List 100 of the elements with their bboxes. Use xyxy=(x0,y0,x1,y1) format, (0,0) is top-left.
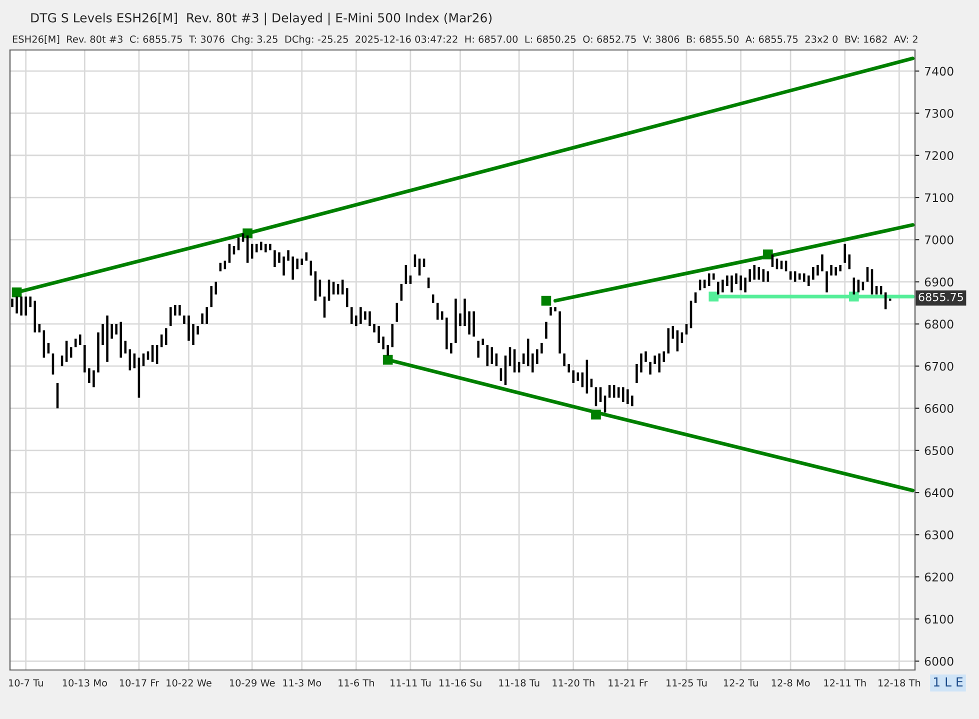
bar xyxy=(20,296,22,316)
bar xyxy=(287,250,290,261)
bar xyxy=(368,311,371,326)
bar xyxy=(192,324,194,346)
bar xyxy=(450,342,452,354)
bar xyxy=(264,244,267,252)
bar xyxy=(178,304,181,316)
bar xyxy=(459,313,462,326)
y-tick-label: 6200 xyxy=(924,572,954,582)
bar xyxy=(726,275,728,286)
bar xyxy=(649,362,652,375)
bar xyxy=(500,368,502,381)
bar xyxy=(662,351,665,362)
bar xyxy=(631,396,634,406)
x-tick-label: 11-3 Mo xyxy=(283,679,322,687)
x-tick-label: 11-18 Tu xyxy=(499,679,540,687)
bar xyxy=(803,273,806,282)
bar xyxy=(206,307,208,324)
bar xyxy=(640,353,642,372)
x-tick-label: 11-11 Tu xyxy=(390,679,431,687)
bar xyxy=(464,298,466,326)
bar xyxy=(568,364,570,372)
bar xyxy=(866,267,869,282)
bar xyxy=(84,345,86,372)
bar xyxy=(201,313,204,324)
bar xyxy=(386,345,389,356)
bar xyxy=(472,311,475,337)
bar xyxy=(120,322,122,358)
point xyxy=(12,287,22,298)
bar xyxy=(554,307,556,312)
x-tick-label: 12-2 Tu xyxy=(724,679,758,687)
bar xyxy=(355,316,358,326)
chart-title: DTG S Levels ESH26[M] Rev. 80t #3 | Delayed | E-Mini 500 Index (Mar26) xyxy=(31,12,492,26)
bar xyxy=(24,296,27,316)
bar xyxy=(730,275,733,292)
y-tick-label: 6700 xyxy=(924,362,954,371)
bar xyxy=(115,324,118,334)
bar xyxy=(563,353,566,366)
point xyxy=(849,292,859,302)
bar xyxy=(830,264,832,276)
bar xyxy=(446,318,448,350)
bar xyxy=(622,387,624,402)
bar xyxy=(712,273,715,280)
x-tick-label: 10-13 Mo xyxy=(62,679,107,687)
y-tick-label: 6900 xyxy=(924,278,954,286)
y-tick-label: 6500 xyxy=(924,446,954,456)
x-tick-label: 10-17 Fr xyxy=(120,679,160,687)
y-tick-label: 7400 xyxy=(924,66,954,76)
text: 6855.75 xyxy=(918,292,963,302)
bar xyxy=(722,280,724,292)
bar xyxy=(88,368,90,383)
bar xyxy=(341,280,344,294)
text: 1 L E xyxy=(934,677,963,686)
bar xyxy=(282,256,285,276)
x-tick-label: 12-11 Th xyxy=(824,679,866,686)
bar xyxy=(482,338,484,346)
bar xyxy=(821,254,824,272)
point xyxy=(763,250,773,260)
bar xyxy=(92,370,95,388)
bar xyxy=(816,264,819,276)
bar xyxy=(97,332,100,372)
bar xyxy=(110,324,113,339)
bar xyxy=(360,307,362,324)
bar xyxy=(382,336,384,350)
bar xyxy=(79,334,82,346)
bar xyxy=(16,296,18,314)
bar xyxy=(260,242,262,250)
y-tick-label: 7300 xyxy=(924,108,954,118)
bar xyxy=(834,267,837,276)
bar xyxy=(558,311,561,354)
bar xyxy=(350,307,353,324)
bar xyxy=(857,280,860,292)
bar xyxy=(269,244,272,250)
x-tick-label: 12-18 Th xyxy=(878,679,920,687)
bar xyxy=(744,278,746,292)
y-tick-label: 7200 xyxy=(924,151,954,160)
bar xyxy=(170,307,172,326)
point xyxy=(382,354,393,365)
bar xyxy=(812,267,814,280)
bar xyxy=(296,258,298,270)
bar xyxy=(626,389,629,404)
bar xyxy=(102,324,104,346)
bar xyxy=(183,316,186,324)
y-tick-label: 6400 xyxy=(924,488,954,498)
bar xyxy=(300,258,303,265)
bar xyxy=(29,296,32,308)
bar xyxy=(364,311,366,320)
bar xyxy=(292,256,294,280)
point xyxy=(541,296,552,306)
bar xyxy=(599,387,602,402)
bar xyxy=(808,275,810,286)
bar xyxy=(762,269,765,282)
bar xyxy=(532,353,534,372)
bar xyxy=(174,304,176,316)
bar xyxy=(636,364,638,383)
x-tick-label: 10-29 We xyxy=(230,679,275,687)
bar xyxy=(717,282,720,294)
x-tick-label: 11-25 Tu xyxy=(666,679,707,687)
x-tick-label: 10-22 We xyxy=(166,679,212,687)
chart-subtitle: ESH26[M] Rev. 80t #3 C: 6855.75 T: 3076 Chg: 3.25 DChg: -25.25 2025-12-16 03:47:22 H: 6857.00 L: 6850.25 O: 6852.75 V: 3806 B: 6855.50 A: 6855.75 23x2 0 BV: 1682 AV: 2 xyxy=(12,35,918,45)
